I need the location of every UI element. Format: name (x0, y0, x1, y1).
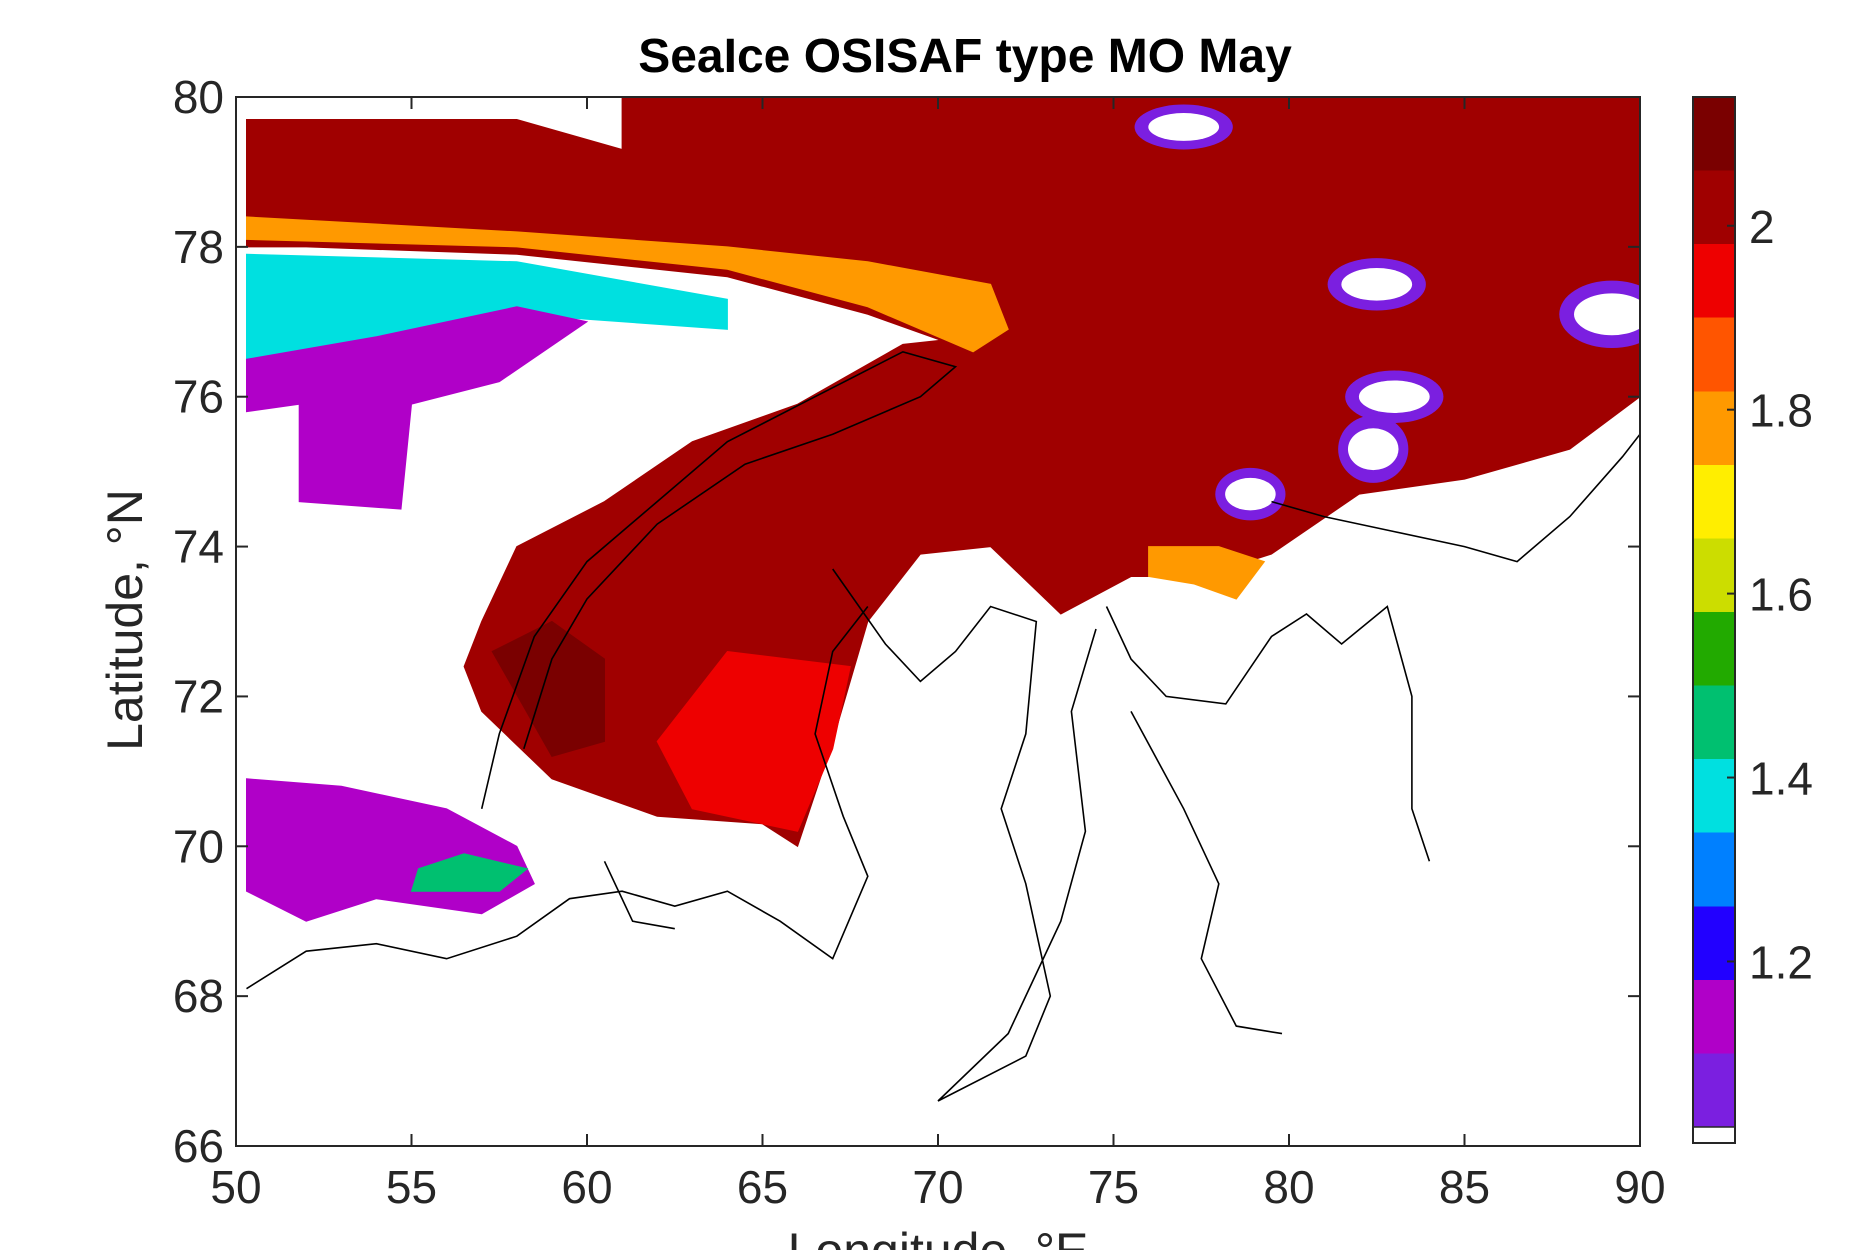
x-tick-label: 70 (912, 1161, 963, 1213)
y-tick-label: 78 (173, 221, 224, 273)
coastline-segment-6 (1271, 433, 1640, 563)
coastline (246, 350, 1640, 1102)
coastline-segment-2 (1105, 605, 1431, 862)
island-4 (1347, 428, 1399, 471)
colorbar-frame (1692, 96, 1736, 1144)
x-tick-label: 60 (561, 1161, 612, 1213)
coastline-segment-0 (480, 350, 958, 809)
chart-title: SeaIce OSISAF type MO May (638, 30, 1292, 83)
island-0 (1148, 113, 1220, 141)
colorbar-tick-label: 1.4 (1749, 753, 1813, 805)
x-axis: 50 55 60 65 70 75 80 85 90 (210, 97, 1666, 1213)
coastline-segment-4 (246, 606, 869, 990)
island-5 (1225, 477, 1276, 511)
x-tick-label: 65 (737, 1161, 788, 1213)
x-tick-label: 75 (1088, 1161, 1139, 1213)
colorbar-nan-swatch (1692, 1126, 1736, 1144)
coastline-segment-5 (603, 860, 675, 930)
y-tick-label: 74 (173, 521, 224, 573)
y-tick-label: 66 (173, 1120, 224, 1172)
colorbar-tick-label: 1.8 (1749, 385, 1813, 437)
ice-region-8 (410, 853, 529, 892)
x-tick-label: 50 (210, 1161, 261, 1213)
island-2 (1574, 293, 1640, 336)
ice-region-9 (1148, 546, 1266, 600)
x-tick-label: 55 (386, 1161, 437, 1213)
x-tick-label: 80 (1263, 1161, 1314, 1213)
coastline-segment-1 (832, 568, 1097, 1102)
y-tick-label: 72 (173, 670, 224, 722)
y-tick-label: 80 (173, 71, 224, 123)
island-1 (1341, 268, 1413, 301)
ice-region-4 (246, 216, 1009, 353)
ice-region-6 (246, 306, 589, 510)
colorbar: 1.2 1.4 1.6 1.8 2 (1692, 96, 1813, 1144)
ice-region-2 (656, 650, 851, 832)
x-tick-label: 90 (1614, 1161, 1665, 1213)
y-axis-label: Latitude, °N (97, 489, 153, 751)
colorbar-tick-label: 1.2 (1749, 936, 1813, 988)
y-tick-label: 68 (173, 970, 224, 1022)
colorbar-gradient (1693, 97, 1735, 1127)
y-tick-label: 70 (173, 820, 224, 872)
ice-type-map (246, 97, 1640, 922)
island-3 (1358, 380, 1430, 413)
coastline-segment-3 (1130, 711, 1283, 1035)
y-axis: 66 68 70 72 74 76 78 80 (173, 71, 1640, 1172)
y-tick-label: 76 (173, 371, 224, 423)
colorbar-tick-label: 1.6 (1749, 569, 1813, 621)
colorbar-tick-label: 2 (1749, 201, 1775, 253)
x-tick-label: 85 (1439, 1161, 1490, 1213)
x-axis-label: Longitude, °E (788, 1223, 1089, 1250)
